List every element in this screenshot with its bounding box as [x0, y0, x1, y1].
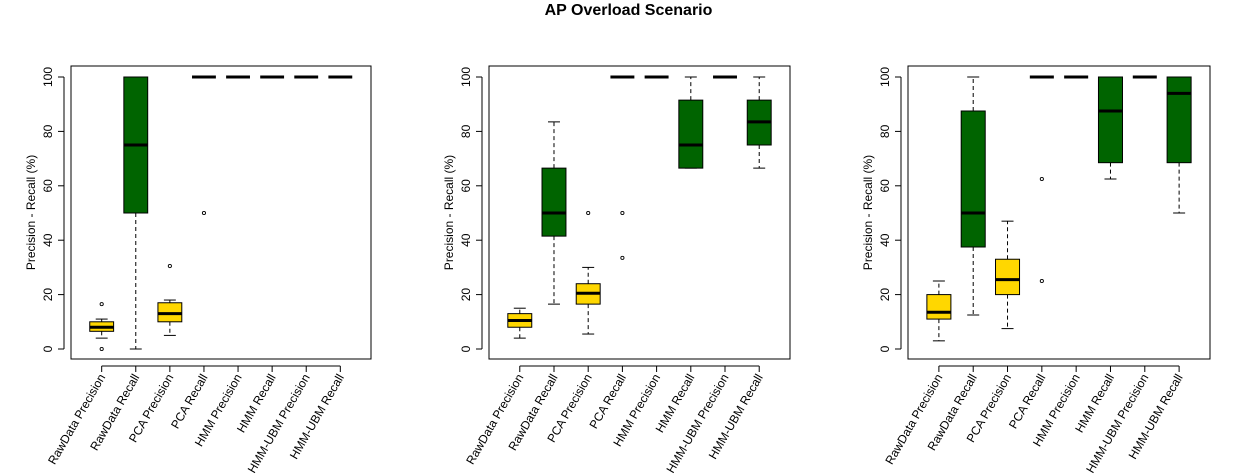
box-body: [926, 294, 952, 320]
box-hmm-ubm-recall: [1166, 76, 1192, 214]
outlier-point: [1039, 176, 1044, 182]
plot-frame: [70, 65, 372, 360]
y-tick-label: 40: [41, 233, 55, 247]
box-body: [678, 99, 704, 169]
box-hmm-recall: [678, 76, 704, 169]
y-axis-title: Precision - Recall (%): [861, 155, 875, 270]
y-tick-label: 20: [878, 288, 892, 302]
box-rawdata-precision: [89, 302, 115, 352]
box-hmm-recall: [1097, 76, 1123, 180]
outlier-point: [620, 210, 625, 216]
y-tick-label: 80: [878, 124, 892, 138]
y-tick-label: 100: [878, 67, 892, 87]
y-tick-label: 40: [459, 233, 473, 247]
x-category-label: HMM-UBM Precision: [245, 372, 313, 474]
box-rawdata-precision: [507, 307, 533, 339]
plot-frame: [488, 65, 791, 360]
box-body: [1097, 76, 1123, 164]
box-pca-recall: [610, 75, 635, 260]
y-tick-label: 60: [41, 179, 55, 193]
chart-title: AP Overload Scenario: [544, 2, 713, 19]
outlier-point: [586, 210, 591, 216]
outlier-point: [201, 210, 207, 216]
y-tick-label: 80: [41, 124, 55, 138]
outlier-point: [167, 263, 172, 269]
y-axis-title: Precision - Recall (%): [442, 155, 456, 270]
y-tick-label: 0: [459, 345, 473, 352]
y-tick-label: 20: [459, 288, 473, 302]
y-axis-title: Precision - Recall (%): [24, 155, 38, 270]
y-tick-label: 60: [459, 179, 473, 193]
y-tick-label: 100: [41, 67, 55, 87]
outlier-point: [99, 302, 104, 307]
box-rawdata-precision: [926, 280, 952, 342]
box-body: [1166, 76, 1192, 164]
box-rawdata-recall: [123, 76, 149, 350]
box-pca-recall: [1029, 75, 1054, 284]
box-hmm-ubm-recall: [746, 76, 772, 169]
box-body: [541, 167, 567, 237]
y-tick-label: 60: [878, 179, 892, 193]
y-tick-label: 0: [878, 345, 892, 352]
box-rawdata-recall: [541, 121, 567, 305]
y-tick-label: 80: [459, 124, 473, 138]
outlier-point: [1039, 278, 1044, 284]
y-tick-label: 40: [878, 233, 892, 247]
y-tick-label: 0: [41, 345, 55, 352]
x-category-label: HMM-UBM Precision: [1083, 372, 1151, 474]
box-pca-recall: [192, 75, 216, 216]
y-tick-label: 20: [41, 288, 55, 302]
x-category-label: HMM-UBM Precision: [663, 372, 731, 474]
y-tick-label: 100: [459, 67, 473, 87]
outlier-point: [99, 346, 104, 352]
outlier-point: [620, 255, 625, 260]
box-body: [995, 258, 1021, 296]
box-pca-precision: [995, 220, 1021, 330]
box-pca-precision: [575, 210, 601, 335]
box-pca-precision: [157, 263, 183, 336]
box-body: [960, 110, 986, 248]
plot-frame: [907, 65, 1211, 360]
box-rawdata-recall: [960, 76, 986, 316]
